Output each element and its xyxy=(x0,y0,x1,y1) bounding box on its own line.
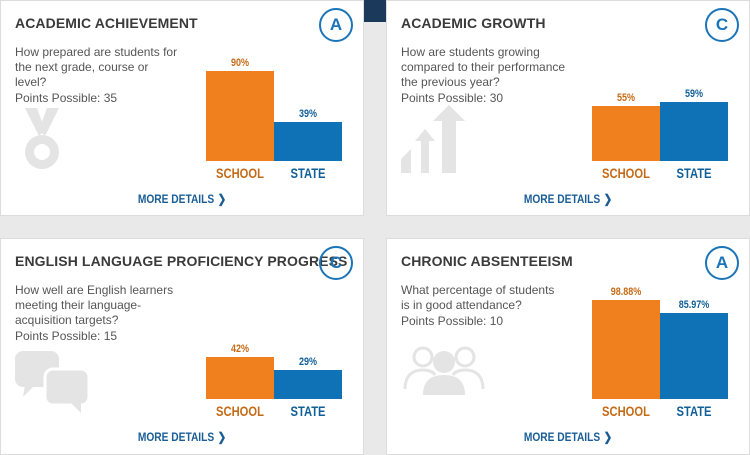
card-question: How are students growing compared to the… xyxy=(401,45,566,106)
more-details-text: MORE DETAILS xyxy=(137,430,215,444)
school-bar xyxy=(592,106,660,161)
school-bar xyxy=(206,71,274,161)
school-label: SCHOOL xyxy=(216,403,264,419)
more-details-link[interactable]: MORE DETAILS ❯ xyxy=(414,430,722,444)
state-label: STATE xyxy=(676,165,712,181)
state-value-label: 59% xyxy=(684,88,704,100)
card-question: How prepared are students for the next g… xyxy=(15,45,180,106)
question-text: How prepared are students for the next g… xyxy=(15,45,178,89)
question-text: How well are English learners meeting th… xyxy=(15,283,174,327)
card-title: ENGLISH LANGUAGE PROFICIENCY PROGRESS xyxy=(15,253,348,269)
card-question: How well are English learners meeting th… xyxy=(15,283,180,344)
chevron-right-icon: ❯ xyxy=(603,430,613,444)
school-label: SCHOOL xyxy=(216,165,264,181)
bar-chart: 90% 39% xyxy=(206,41,346,161)
state-value-label: 85.97% xyxy=(678,299,710,311)
state-bar xyxy=(660,313,728,399)
school-value-label: 90% xyxy=(230,57,250,69)
question-text: How are students growing compared to the… xyxy=(401,45,566,89)
medal-icon xyxy=(25,108,59,169)
state-label: STATE xyxy=(290,165,326,181)
points-possible: Points Possible: 35 xyxy=(15,91,118,105)
grade-badge[interactable]: A xyxy=(319,8,353,42)
state-bar xyxy=(274,122,342,161)
school-label: SCHOOL xyxy=(602,403,650,419)
school-value-label: 42% xyxy=(230,343,250,355)
points-possible: Points Possible: 30 xyxy=(401,91,504,105)
chevron-right-icon: ❯ xyxy=(217,192,227,206)
chevron-right-icon: ❯ xyxy=(603,192,613,206)
state-value-label: 29% xyxy=(298,356,318,368)
school-bar xyxy=(592,300,660,399)
more-details-text: MORE DETAILS xyxy=(137,192,215,206)
more-details-text: MORE DETAILS xyxy=(523,192,601,206)
card-chronic-absenteeism: CHRONIC ABSENTEEISM A What percentage of… xyxy=(386,238,750,455)
card-academic-growth: ACADEMIC GROWTH C How are students growi… xyxy=(386,0,750,216)
chevron-right-icon: ❯ xyxy=(217,430,227,444)
card-title: ACADEMIC ACHIEVEMENT xyxy=(15,15,198,31)
speech-bubbles-icon xyxy=(15,351,89,413)
card-title: CHRONIC ABSENTEEISM xyxy=(401,253,573,269)
points-possible: Points Possible: 15 xyxy=(15,329,118,343)
school-value-label: 98.88% xyxy=(610,286,642,298)
state-label: STATE xyxy=(676,403,712,419)
school-bar xyxy=(206,357,274,399)
state-value-label: 39% xyxy=(298,108,318,120)
card-academic-achievement: ACADEMIC ACHIEVEMENT A How prepared are … xyxy=(0,0,364,216)
grade-badge[interactable]: C xyxy=(319,246,353,280)
more-details-link[interactable]: MORE DETAILS ❯ xyxy=(28,192,336,206)
bar-chart: 42% 29% xyxy=(206,279,346,399)
bar-chart: 98.88% 85.97% xyxy=(592,279,732,399)
school-label: SCHOOL xyxy=(602,165,650,181)
points-possible: Points Possible: 10 xyxy=(401,314,504,328)
more-details-link[interactable]: MORE DETAILS ❯ xyxy=(414,192,722,206)
more-details-link[interactable]: MORE DETAILS ❯ xyxy=(28,430,336,444)
growth-arrows-icon xyxy=(401,105,465,173)
header-strip xyxy=(364,0,386,22)
more-details-text: MORE DETAILS xyxy=(523,430,601,444)
card-title: ACADEMIC GROWTH xyxy=(401,15,546,31)
state-bar xyxy=(660,102,728,161)
people-icon xyxy=(403,346,485,395)
grade-badge[interactable]: A xyxy=(705,246,739,280)
bar-chart: 55% 59% xyxy=(592,41,732,161)
grade-badge[interactable]: C xyxy=(705,8,739,42)
state-bar xyxy=(274,370,342,399)
school-value-label: 55% xyxy=(616,92,636,104)
state-label: STATE xyxy=(290,403,326,419)
card-english-language-proficiency-progress: ENGLISH LANGUAGE PROFICIENCY PROGRESS C … xyxy=(0,238,364,455)
question-text: What percentage of students is in good a… xyxy=(401,283,555,312)
card-question: What percentage of students is in good a… xyxy=(401,283,566,329)
